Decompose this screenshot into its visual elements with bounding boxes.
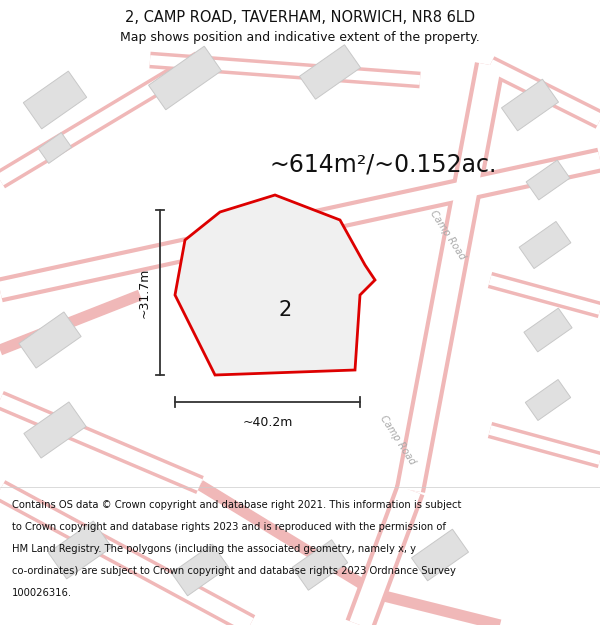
Text: Map shows position and indicative extent of the property.: Map shows position and indicative extent… bbox=[120, 31, 480, 44]
Text: HM Land Registry. The polygons (including the associated geometry, namely x, y: HM Land Registry. The polygons (includin… bbox=[12, 544, 416, 554]
Polygon shape bbox=[149, 46, 221, 110]
Text: to Crown copyright and database rights 2023 and is reproduced with the permissio: to Crown copyright and database rights 2… bbox=[12, 522, 446, 532]
Text: Camp Road: Camp Road bbox=[379, 414, 418, 466]
Polygon shape bbox=[38, 132, 71, 163]
Text: co-ordinates) are subject to Crown copyright and database rights 2023 Ordnance S: co-ordinates) are subject to Crown copyr… bbox=[12, 566, 456, 576]
Polygon shape bbox=[519, 221, 571, 269]
Polygon shape bbox=[299, 45, 361, 99]
Polygon shape bbox=[24, 402, 86, 458]
Polygon shape bbox=[23, 71, 87, 129]
Polygon shape bbox=[502, 79, 559, 131]
Text: ~31.7m: ~31.7m bbox=[138, 268, 151, 318]
Polygon shape bbox=[412, 529, 469, 581]
Polygon shape bbox=[524, 308, 572, 352]
Polygon shape bbox=[292, 540, 347, 590]
Polygon shape bbox=[526, 160, 570, 200]
Text: Camp Road: Camp Road bbox=[428, 209, 467, 261]
Text: ~40.2m: ~40.2m bbox=[242, 416, 293, 429]
Polygon shape bbox=[175, 195, 375, 375]
Polygon shape bbox=[48, 521, 112, 579]
Text: 2: 2 bbox=[278, 300, 292, 320]
Text: 2, CAMP ROAD, TAVERHAM, NORWICH, NR8 6LD: 2, CAMP ROAD, TAVERHAM, NORWICH, NR8 6LD bbox=[125, 11, 475, 26]
Text: Contains OS data © Crown copyright and database right 2021. This information is : Contains OS data © Crown copyright and d… bbox=[12, 500, 461, 510]
Polygon shape bbox=[19, 312, 81, 368]
Polygon shape bbox=[172, 544, 229, 596]
Text: ~614m²/~0.152ac.: ~614m²/~0.152ac. bbox=[270, 153, 497, 177]
Text: 100026316.: 100026316. bbox=[12, 588, 72, 598]
Polygon shape bbox=[526, 379, 571, 421]
